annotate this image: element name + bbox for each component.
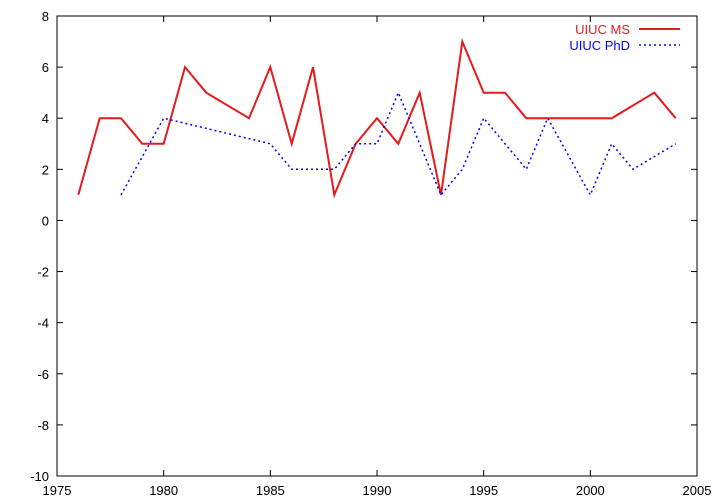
x-tick-label: 2005 <box>683 483 712 498</box>
y-tick-label: -4 <box>37 316 49 331</box>
x-tick-label: 1980 <box>149 483 178 498</box>
y-tick-label: 6 <box>42 60 49 75</box>
y-tick-label: -10 <box>30 469 49 484</box>
series-layer <box>77 37 677 199</box>
y-axis-ticks: -10 -8 -6 -4 -2 0 2 4 6 8 <box>30 9 697 484</box>
x-tick-label: 1995 <box>469 483 498 498</box>
y-tick-label: -2 <box>37 265 49 280</box>
x-tick-label: 1990 <box>363 483 392 498</box>
series-line-uiuc-phd <box>120 90 677 197</box>
y-tick-label: 4 <box>42 111 49 126</box>
y-tick-label: -6 <box>37 367 49 382</box>
plot-frame <box>56 15 698 477</box>
x-tick-label: 1975 <box>43 483 72 498</box>
y-tick-label: 2 <box>42 162 49 177</box>
legend-label: UIUC PhD <box>569 38 630 53</box>
x-axis-ticks: 1975 1980 1985 1990 1995 2000 2005 <box>43 16 712 498</box>
series-line-uiuc-ms <box>77 37 677 199</box>
y-tick-label: 8 <box>42 9 49 24</box>
x-tick-label: 1985 <box>256 483 285 498</box>
y-tick-label: -8 <box>37 418 49 433</box>
legend-label: UIUC MS <box>575 22 630 37</box>
y-tick-label: 0 <box>42 213 49 228</box>
x-tick-label: 2000 <box>576 483 605 498</box>
